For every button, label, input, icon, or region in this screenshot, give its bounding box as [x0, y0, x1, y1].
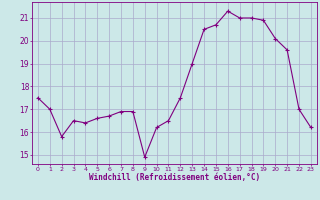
X-axis label: Windchill (Refroidissement éolien,°C): Windchill (Refroidissement éolien,°C) — [89, 173, 260, 182]
